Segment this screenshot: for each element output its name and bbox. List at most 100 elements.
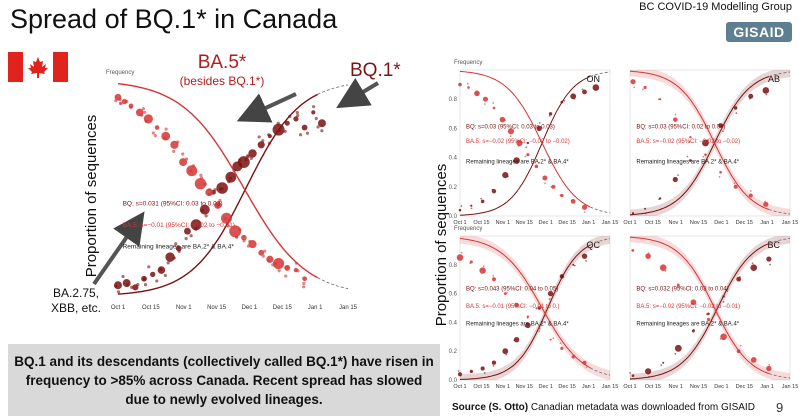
source-label: Source (S. Otto) xyxy=(452,402,529,413)
jitter-point xyxy=(185,157,189,161)
jitter-point xyxy=(664,269,667,272)
stats-line: BQ: s=0.032 (95%CI: 0.03 to 0.04) xyxy=(636,287,728,293)
main-y-axis-title-text: Proportion of sequences xyxy=(83,115,100,278)
data-point xyxy=(301,124,308,131)
stats-line: BA.5: s=−0.02 (95%CI: −0.02 to −0.01) xyxy=(636,304,740,310)
jitter-point xyxy=(583,211,586,213)
chart-panel-canada: Frequency Oct 1 Oct 15 Nov 1 Nov 15 Dec 1 Dec … xyxy=(106,70,358,311)
data-point xyxy=(241,234,247,241)
data-point xyxy=(302,276,308,282)
data-point xyxy=(748,93,754,99)
jitter-point xyxy=(573,97,576,100)
jitter-point xyxy=(189,169,193,173)
panel-frame xyxy=(629,235,791,381)
data-point xyxy=(659,98,662,101)
jitter-point xyxy=(678,286,681,289)
jitter-point xyxy=(302,281,306,286)
ba5-arrow xyxy=(236,92,297,123)
canada-flag-icon xyxy=(8,52,68,82)
others-arrow xyxy=(92,211,145,286)
data-point xyxy=(766,256,772,262)
panel-y-axis-title: Proportion of sequences xyxy=(433,164,450,327)
jitter-point xyxy=(144,119,148,123)
data-point xyxy=(175,245,182,252)
jitter-point xyxy=(691,302,694,305)
jitter-point xyxy=(460,205,463,207)
data-point xyxy=(293,116,299,122)
stats-line: Remaining lineages are BA.2* & BA.4* xyxy=(636,321,739,327)
y-tick-label: 0.4 xyxy=(449,156,458,162)
source-text: Canadian metadata was downloaded from GI… xyxy=(528,402,755,413)
x-tick-label: Jan 15 xyxy=(339,305,358,311)
x-tick-label: Oct 1 xyxy=(453,384,466,390)
jitter-point xyxy=(312,105,316,109)
data-point xyxy=(258,249,265,256)
jitter-point xyxy=(314,116,318,121)
jitter-point xyxy=(136,283,140,287)
x-tick-label: Jan 15 xyxy=(782,220,799,226)
data-point xyxy=(194,177,207,190)
jitter-point xyxy=(581,88,584,91)
data-point xyxy=(491,277,496,282)
jitter-point xyxy=(172,256,176,260)
jitter-point xyxy=(296,269,300,273)
jitter-point xyxy=(491,188,494,191)
chart-panel-BC: BC Oct 1 Oct 15 Nov 1 Nov 15 Dec 1 Dec 15 Jan 1… xyxy=(623,235,798,390)
jitter-point xyxy=(153,134,157,138)
x-tick-label: Dec 15 xyxy=(558,220,575,226)
jitter-point xyxy=(535,307,538,310)
panel-title: BC xyxy=(767,240,780,250)
data-point xyxy=(154,125,160,130)
data-point xyxy=(492,106,496,110)
data-point xyxy=(718,123,723,128)
x-tick-label: Dec 1 xyxy=(714,220,728,226)
jitter-point xyxy=(284,274,288,278)
jitter-point xyxy=(548,298,551,300)
jitter-point xyxy=(116,290,121,294)
x-tick-label: Nov 15 xyxy=(690,220,707,226)
projection-curve xyxy=(589,367,611,376)
other-lineages-annotation: BA.2.75, XBB, etc. xyxy=(36,286,116,316)
jitter-point xyxy=(633,86,636,89)
jitter-point xyxy=(570,199,573,202)
projection-curve xyxy=(317,277,349,290)
x-tick-label: Jan 1 xyxy=(582,220,595,226)
data-point xyxy=(704,153,707,156)
jitter-point xyxy=(718,175,721,178)
jitter-point xyxy=(184,236,188,241)
data-point xyxy=(480,199,485,204)
jitter-point xyxy=(216,204,220,208)
jitter-point xyxy=(114,99,118,103)
panel-y-axis-title-text: Proportion of sequences xyxy=(433,164,450,327)
data-point xyxy=(161,131,171,141)
jitter-point xyxy=(151,131,155,135)
jitter-point xyxy=(316,125,320,129)
jitter-point xyxy=(159,267,163,271)
data-point xyxy=(644,207,647,210)
data-point xyxy=(284,120,290,126)
x-tick-label: Nov 1 xyxy=(176,305,192,311)
data-point xyxy=(491,360,497,365)
jitter-point xyxy=(147,265,151,269)
jitter-point xyxy=(274,262,278,266)
data-point xyxy=(547,290,554,297)
jitter-point xyxy=(141,107,146,111)
jitter-point xyxy=(466,82,469,85)
y-axis-label: Frequency xyxy=(454,60,482,66)
x-tick-label: Oct 1 xyxy=(111,305,126,311)
projection-curve xyxy=(768,373,791,379)
data-point xyxy=(480,366,485,371)
jitter-point xyxy=(283,129,287,134)
data-point xyxy=(525,322,531,329)
data-point xyxy=(482,96,488,102)
fit-curve-BQ1 xyxy=(117,93,318,295)
jitter-point xyxy=(751,360,753,363)
jitter-point xyxy=(166,261,170,265)
other-lineages-line-2: XBB, etc. xyxy=(50,301,102,315)
jitter-point xyxy=(629,371,631,374)
panel-frame xyxy=(459,235,611,381)
jitter-point xyxy=(320,129,324,133)
data-point xyxy=(502,348,509,355)
jitter-point xyxy=(284,266,288,270)
